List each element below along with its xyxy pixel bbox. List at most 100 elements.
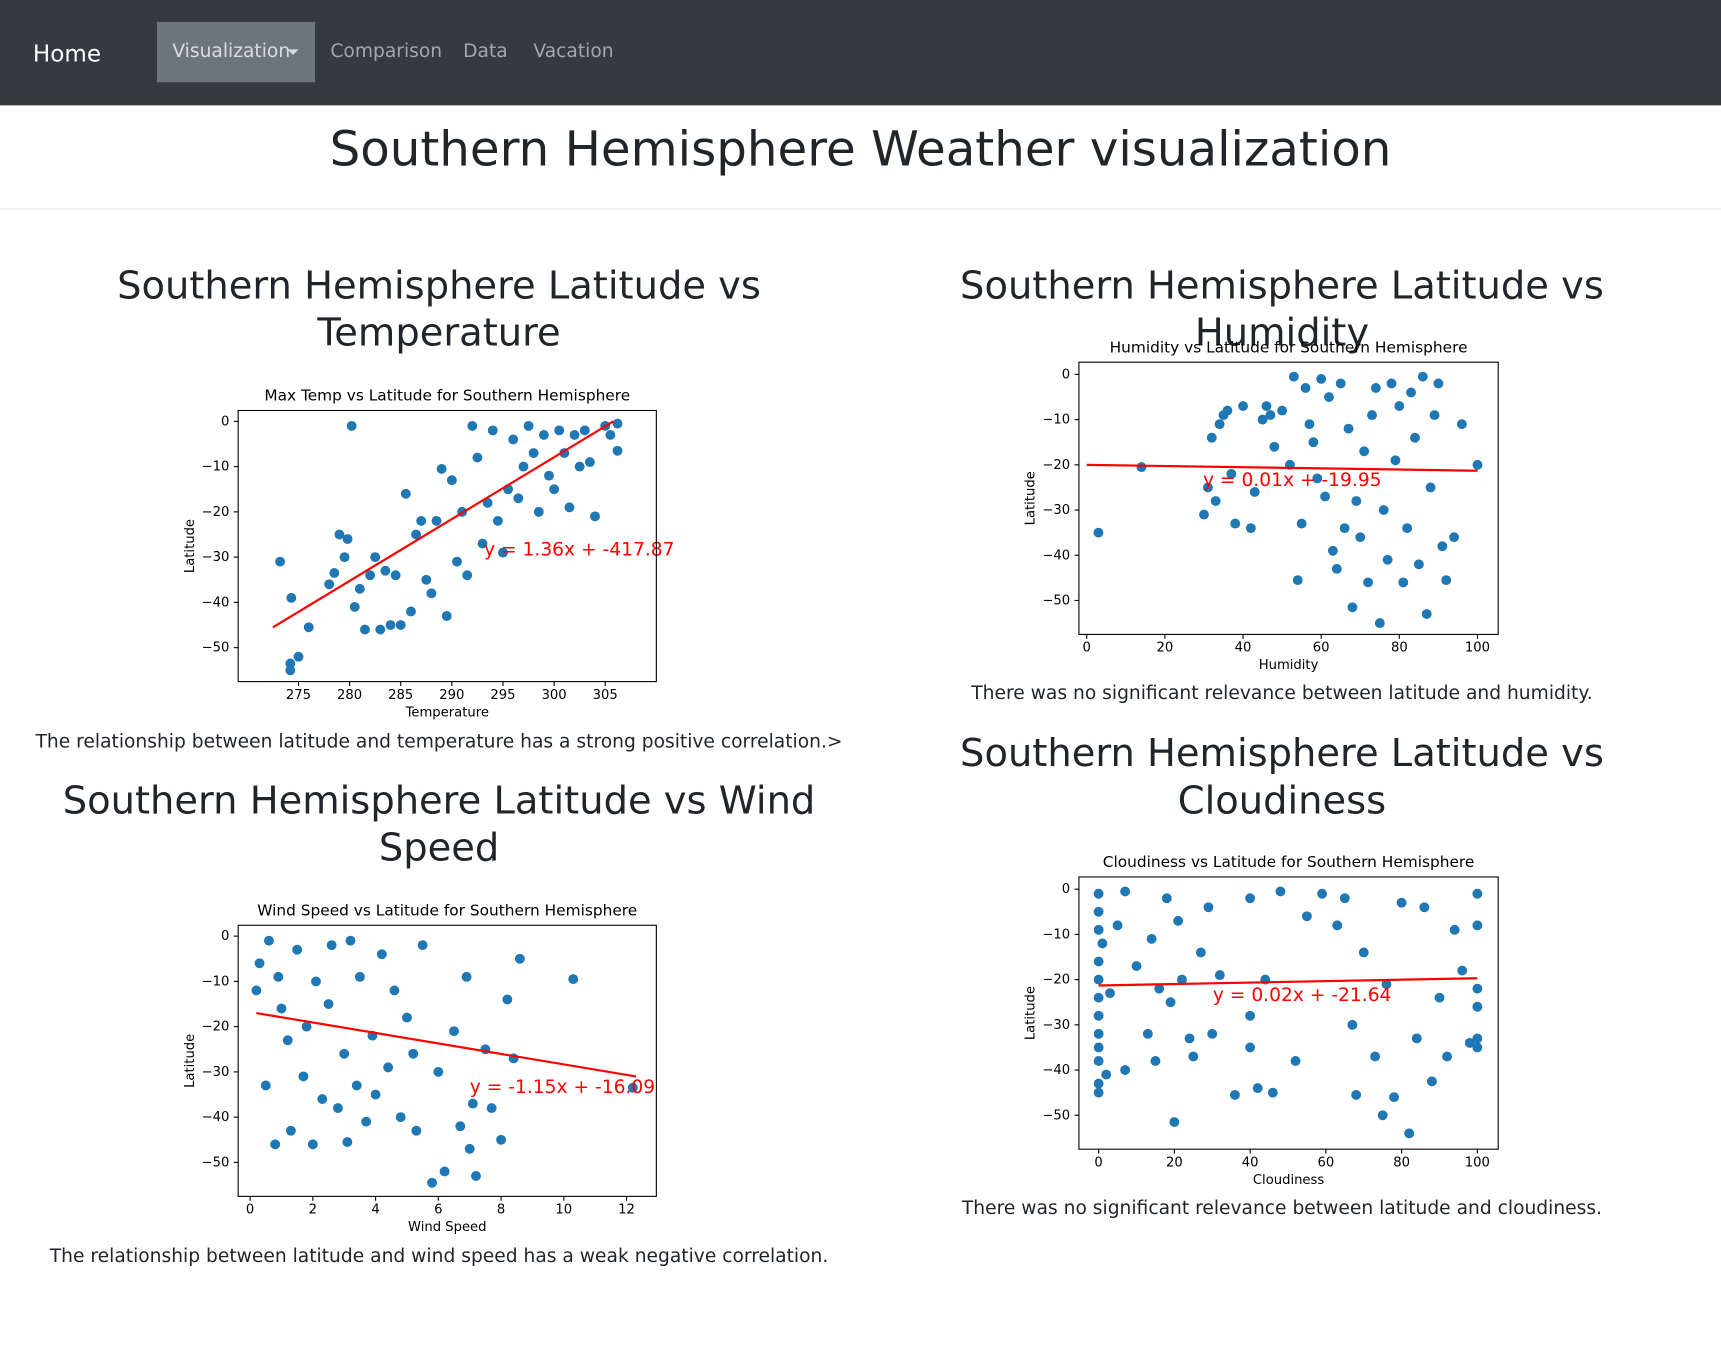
- y-tick-label: −30: [202, 1065, 230, 1080]
- x-tick-label: 10: [555, 1203, 572, 1218]
- scatter-point: [1093, 888, 1104, 899]
- y-tick-label: −10: [1042, 927, 1070, 942]
- scatter-point: [286, 592, 297, 603]
- nav-brand[interactable]: Home: [32, 40, 101, 67]
- y-tick-label: 0: [1062, 882, 1070, 897]
- scatter-point: [1214, 970, 1225, 981]
- scatter-point: [1131, 961, 1142, 971]
- scatter-point: [326, 940, 337, 951]
- section-heading: Southern Hemisphere Latitude vs Temperat…: [117, 264, 761, 356]
- x-axis-label: Temperature: [405, 705, 489, 720]
- scatter-point: [395, 1112, 406, 1123]
- scatter-point: [612, 418, 623, 429]
- x-tick-label: 2: [309, 1203, 317, 1218]
- x-tick-label: 275: [286, 688, 311, 703]
- x-tick-label: 0: [1083, 641, 1091, 656]
- scatter-point: [1456, 419, 1467, 430]
- chart-title: Max Temp vs Latitude for Southern Hemisp…: [264, 387, 630, 405]
- scatter-point: [1347, 602, 1358, 613]
- scatter-point: [477, 538, 488, 549]
- scatter-point: [455, 1121, 466, 1132]
- x-tick-label: 0: [1094, 1155, 1102, 1170]
- scatter-point: [408, 1048, 419, 1059]
- scatter-point: [1370, 1051, 1381, 1062]
- nav-item[interactable]: Data: [463, 40, 508, 63]
- nav-item[interactable]: Vacation: [533, 40, 614, 63]
- scatter-point: [1449, 924, 1460, 935]
- scatter-point: [433, 1066, 444, 1077]
- scatter-point: [452, 556, 462, 567]
- scatter-point: [1308, 437, 1319, 448]
- scatter-point: [1275, 886, 1286, 897]
- y-tick-label: −40: [1042, 548, 1070, 563]
- scatter-point: [1177, 974, 1187, 985]
- scatter-point: [251, 985, 262, 996]
- scatter-point: [1112, 920, 1123, 931]
- scatter-point: [345, 935, 356, 946]
- scatter-point: [1449, 532, 1459, 543]
- scatter-point: [1161, 893, 1172, 904]
- scatter-point: [1304, 419, 1315, 430]
- y-tick-label: −50: [1042, 1108, 1070, 1123]
- scatter-point: [273, 971, 284, 982]
- scatter-point: [1292, 575, 1303, 586]
- scatter-point: [1472, 1033, 1483, 1044]
- scatter-point: [1188, 1051, 1199, 1062]
- section-heading: Southern Hemisphere Latitude vs Wind Spe…: [62, 779, 816, 871]
- scatter-point: [1347, 1019, 1358, 1030]
- scatter-point: [1441, 575, 1452, 586]
- scatter-point: [482, 497, 493, 508]
- y-tick-label: −10: [202, 460, 230, 475]
- dropdown-caret[interactable]: [287, 49, 299, 55]
- scatter-point: [1374, 618, 1385, 629]
- scatter-point: [1093, 1028, 1104, 1039]
- scatter-point: [1402, 523, 1413, 534]
- scatter-point: [627, 1082, 638, 1093]
- scatter-point: [360, 624, 370, 635]
- x-tick-label: 6: [434, 1203, 442, 1218]
- scatter-point: [446, 475, 457, 486]
- page-title: Southern Hemisphere Weather visualizatio…: [329, 121, 1392, 178]
- x-tick-label: 40: [1242, 1155, 1259, 1170]
- scatter-point: [402, 1012, 412, 1023]
- scatter-point: [324, 579, 335, 590]
- y-tick-label: 0: [221, 929, 229, 944]
- scatter-point: [461, 971, 472, 982]
- scatter-point: [472, 452, 483, 463]
- scatter-point: [342, 534, 353, 544]
- scatter-point: [1343, 423, 1354, 434]
- scatter-point: [436, 463, 447, 474]
- scatter-point: [554, 425, 565, 436]
- scatter-point: [276, 1003, 287, 1014]
- scatter-point: [1406, 387, 1416, 398]
- scatter-point: [1093, 1087, 1104, 1098]
- scatter-point: [544, 470, 554, 481]
- scatter-point: [389, 985, 400, 996]
- scatter-point: [1267, 1087, 1278, 1098]
- plot-frame: [237, 409, 657, 683]
- scatter-point: [426, 588, 437, 599]
- y-tick-label: −10: [1042, 413, 1070, 428]
- scatter-point: [1312, 473, 1323, 484]
- scatter-point: [1389, 1092, 1399, 1103]
- scatter-point: [1396, 897, 1407, 908]
- scatter-point: [496, 1134, 507, 1145]
- scatter-point: [1245, 523, 1256, 534]
- scatter-point: [1093, 974, 1104, 985]
- scatter-point: [317, 1094, 328, 1104]
- scatter-point: [1300, 383, 1311, 393]
- scatter-point: [1230, 518, 1241, 529]
- scatter-point: [533, 506, 544, 517]
- scatter-point: [1093, 1042, 1104, 1053]
- x-tick-label: 300: [542, 688, 567, 703]
- scatter-point: [395, 620, 406, 630]
- y-tick-label: −50: [202, 1155, 230, 1170]
- scatter-point: [417, 940, 428, 951]
- scatter-point: [270, 1139, 281, 1150]
- divider: [0, 208, 1721, 210]
- nav-item[interactable]: Comparison: [330, 40, 443, 63]
- scatter-point: [498, 547, 508, 558]
- scatter-point: [1437, 541, 1448, 552]
